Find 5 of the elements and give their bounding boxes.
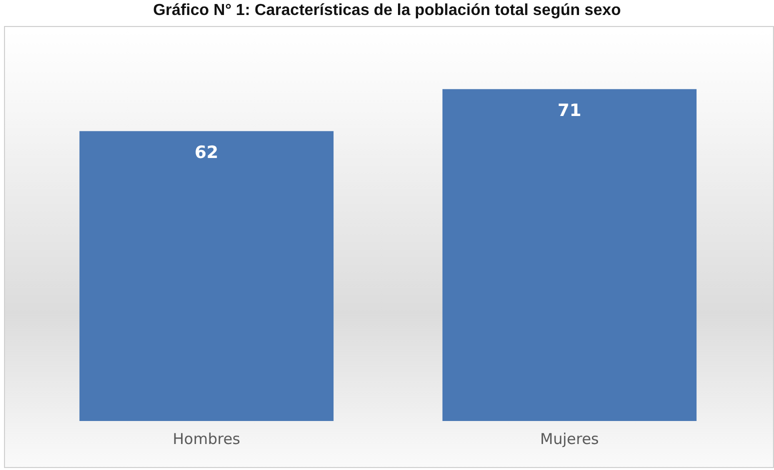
chart-title: Gráfico N° 1: Características de la población total según sexo (152, 1, 622, 21)
data-label: 62 (194, 143, 218, 164)
x-tick-label: Hombres (172, 430, 240, 448)
data-label: 71 (558, 100, 582, 121)
x-tick-label: Mujeres (540, 430, 600, 448)
